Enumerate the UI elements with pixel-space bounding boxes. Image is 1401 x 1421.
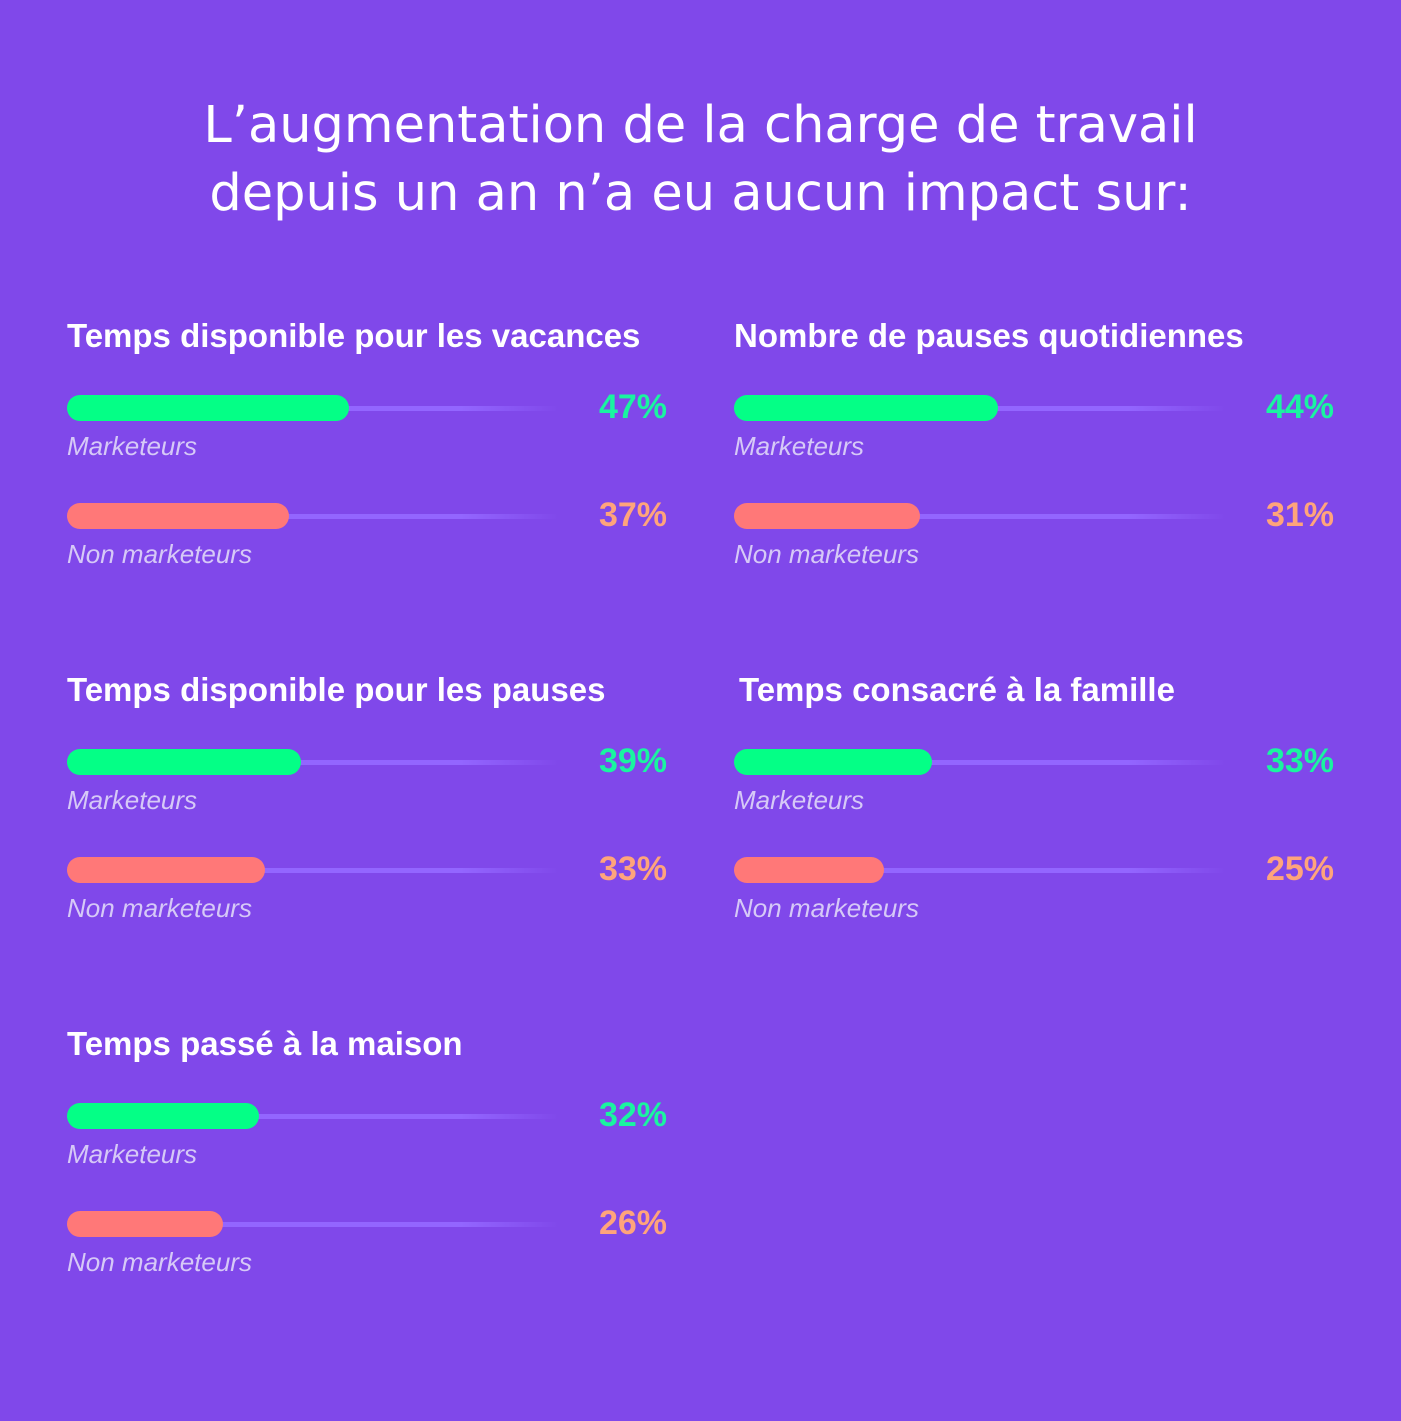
bar-track: [67, 1222, 559, 1227]
bar-marketeurs: [67, 749, 301, 775]
bar-marketeurs: [734, 749, 932, 775]
panel-title: Temps disponible pour les vacances: [67, 317, 641, 354]
value-label-non-marketeurs: 37%: [598, 496, 667, 534]
bar-track: [734, 868, 1226, 873]
bar-non-marketeurs: [67, 1211, 223, 1237]
value-label-marketeurs: 33%: [1265, 742, 1334, 780]
bar-row-marketeurs: 32% Marketeurs: [67, 1097, 667, 1193]
bar-row-marketeurs: 44% Marketeurs: [734, 389, 1334, 485]
series-label-non-marketeurs: Non marketeurs: [67, 539, 252, 569]
bar-non-marketeurs: [734, 857, 884, 883]
panel-vacances: Temps disponible pour les vacances 47% M…: [67, 318, 667, 618]
value-label-marketeurs: 32%: [598, 1096, 667, 1134]
bar-track: [67, 760, 559, 765]
bar-non-marketeurs: [67, 503, 289, 529]
value-label-non-marketeurs: 26%: [598, 1204, 667, 1242]
bar-row-marketeurs: 33% Marketeurs: [734, 743, 1334, 839]
value-label-non-marketeurs: 33%: [598, 850, 667, 888]
bar-track: [734, 760, 1226, 765]
value-label-marketeurs: 39%: [598, 742, 667, 780]
panel-title: Temps passé à la maison: [67, 1025, 463, 1062]
series-label-non-marketeurs: Non marketeurs: [734, 893, 919, 923]
bar-non-marketeurs: [67, 857, 265, 883]
series-label-non-marketeurs: Non marketeurs: [734, 539, 919, 569]
value-label-non-marketeurs: 31%: [1265, 496, 1334, 534]
panel-title: Temps consacré à la famille: [739, 671, 1175, 708]
bar-marketeurs: [734, 395, 998, 421]
value-label-marketeurs: 47%: [598, 388, 667, 426]
panel-pauses-quotidiennes: Nombre de pauses quotidiennes 44% Market…: [734, 318, 1334, 618]
bar-row-marketeurs: 39% Marketeurs: [67, 743, 667, 839]
panel-title: Temps disponible pour les pauses: [67, 671, 606, 708]
bar-track: [67, 514, 559, 519]
bar-row-non-marketeurs: 25% Non marketeurs: [734, 851, 1334, 947]
bar-row-non-marketeurs: 33% Non marketeurs: [67, 851, 667, 947]
chart-title-line-1: L’augmentation de la charge de travail: [203, 96, 1198, 155]
bar-marketeurs: [67, 395, 349, 421]
bar-marketeurs: [67, 1103, 259, 1129]
series-label-marketeurs: Marketeurs: [67, 785, 198, 815]
series-label-non-marketeurs: Non marketeurs: [67, 893, 252, 923]
bar-row-non-marketeurs: 31% Non marketeurs: [734, 497, 1334, 593]
panel-maison: Temps passé à la maison 32% Marketeurs 2…: [67, 1026, 667, 1326]
series-label-marketeurs: Marketeurs: [734, 785, 865, 815]
series-label-marketeurs: Marketeurs: [67, 431, 198, 461]
series-label-non-marketeurs: Non marketeurs: [67, 1247, 252, 1277]
chart-title-line-2: depuis un an n’a eu aucun impact sur:: [209, 164, 1192, 223]
value-label-marketeurs: 44%: [1265, 388, 1334, 426]
series-label-marketeurs: Marketeurs: [67, 1139, 198, 1169]
panel-famille: Temps consacré à la famille 33% Marketeu…: [734, 672, 1334, 972]
panel-pauses: Temps disponible pour les pauses 39% Mar…: [67, 672, 667, 972]
bar-track: [734, 514, 1226, 519]
panel-title: Nombre de pauses quotidiennes: [734, 317, 1244, 354]
bar-track: [67, 868, 559, 873]
bar-row-non-marketeurs: 26% Non marketeurs: [67, 1205, 667, 1301]
series-label-marketeurs: Marketeurs: [734, 431, 865, 461]
bar-non-marketeurs: [734, 503, 920, 529]
bar-row-marketeurs: 47% Marketeurs: [67, 389, 667, 485]
bar-row-non-marketeurs: 37% Non marketeurs: [67, 497, 667, 593]
chart-title: L’augmentation de la charge de travail d…: [0, 92, 1401, 228]
value-label-non-marketeurs: 25%: [1265, 850, 1334, 888]
bar-track: [67, 1114, 559, 1119]
